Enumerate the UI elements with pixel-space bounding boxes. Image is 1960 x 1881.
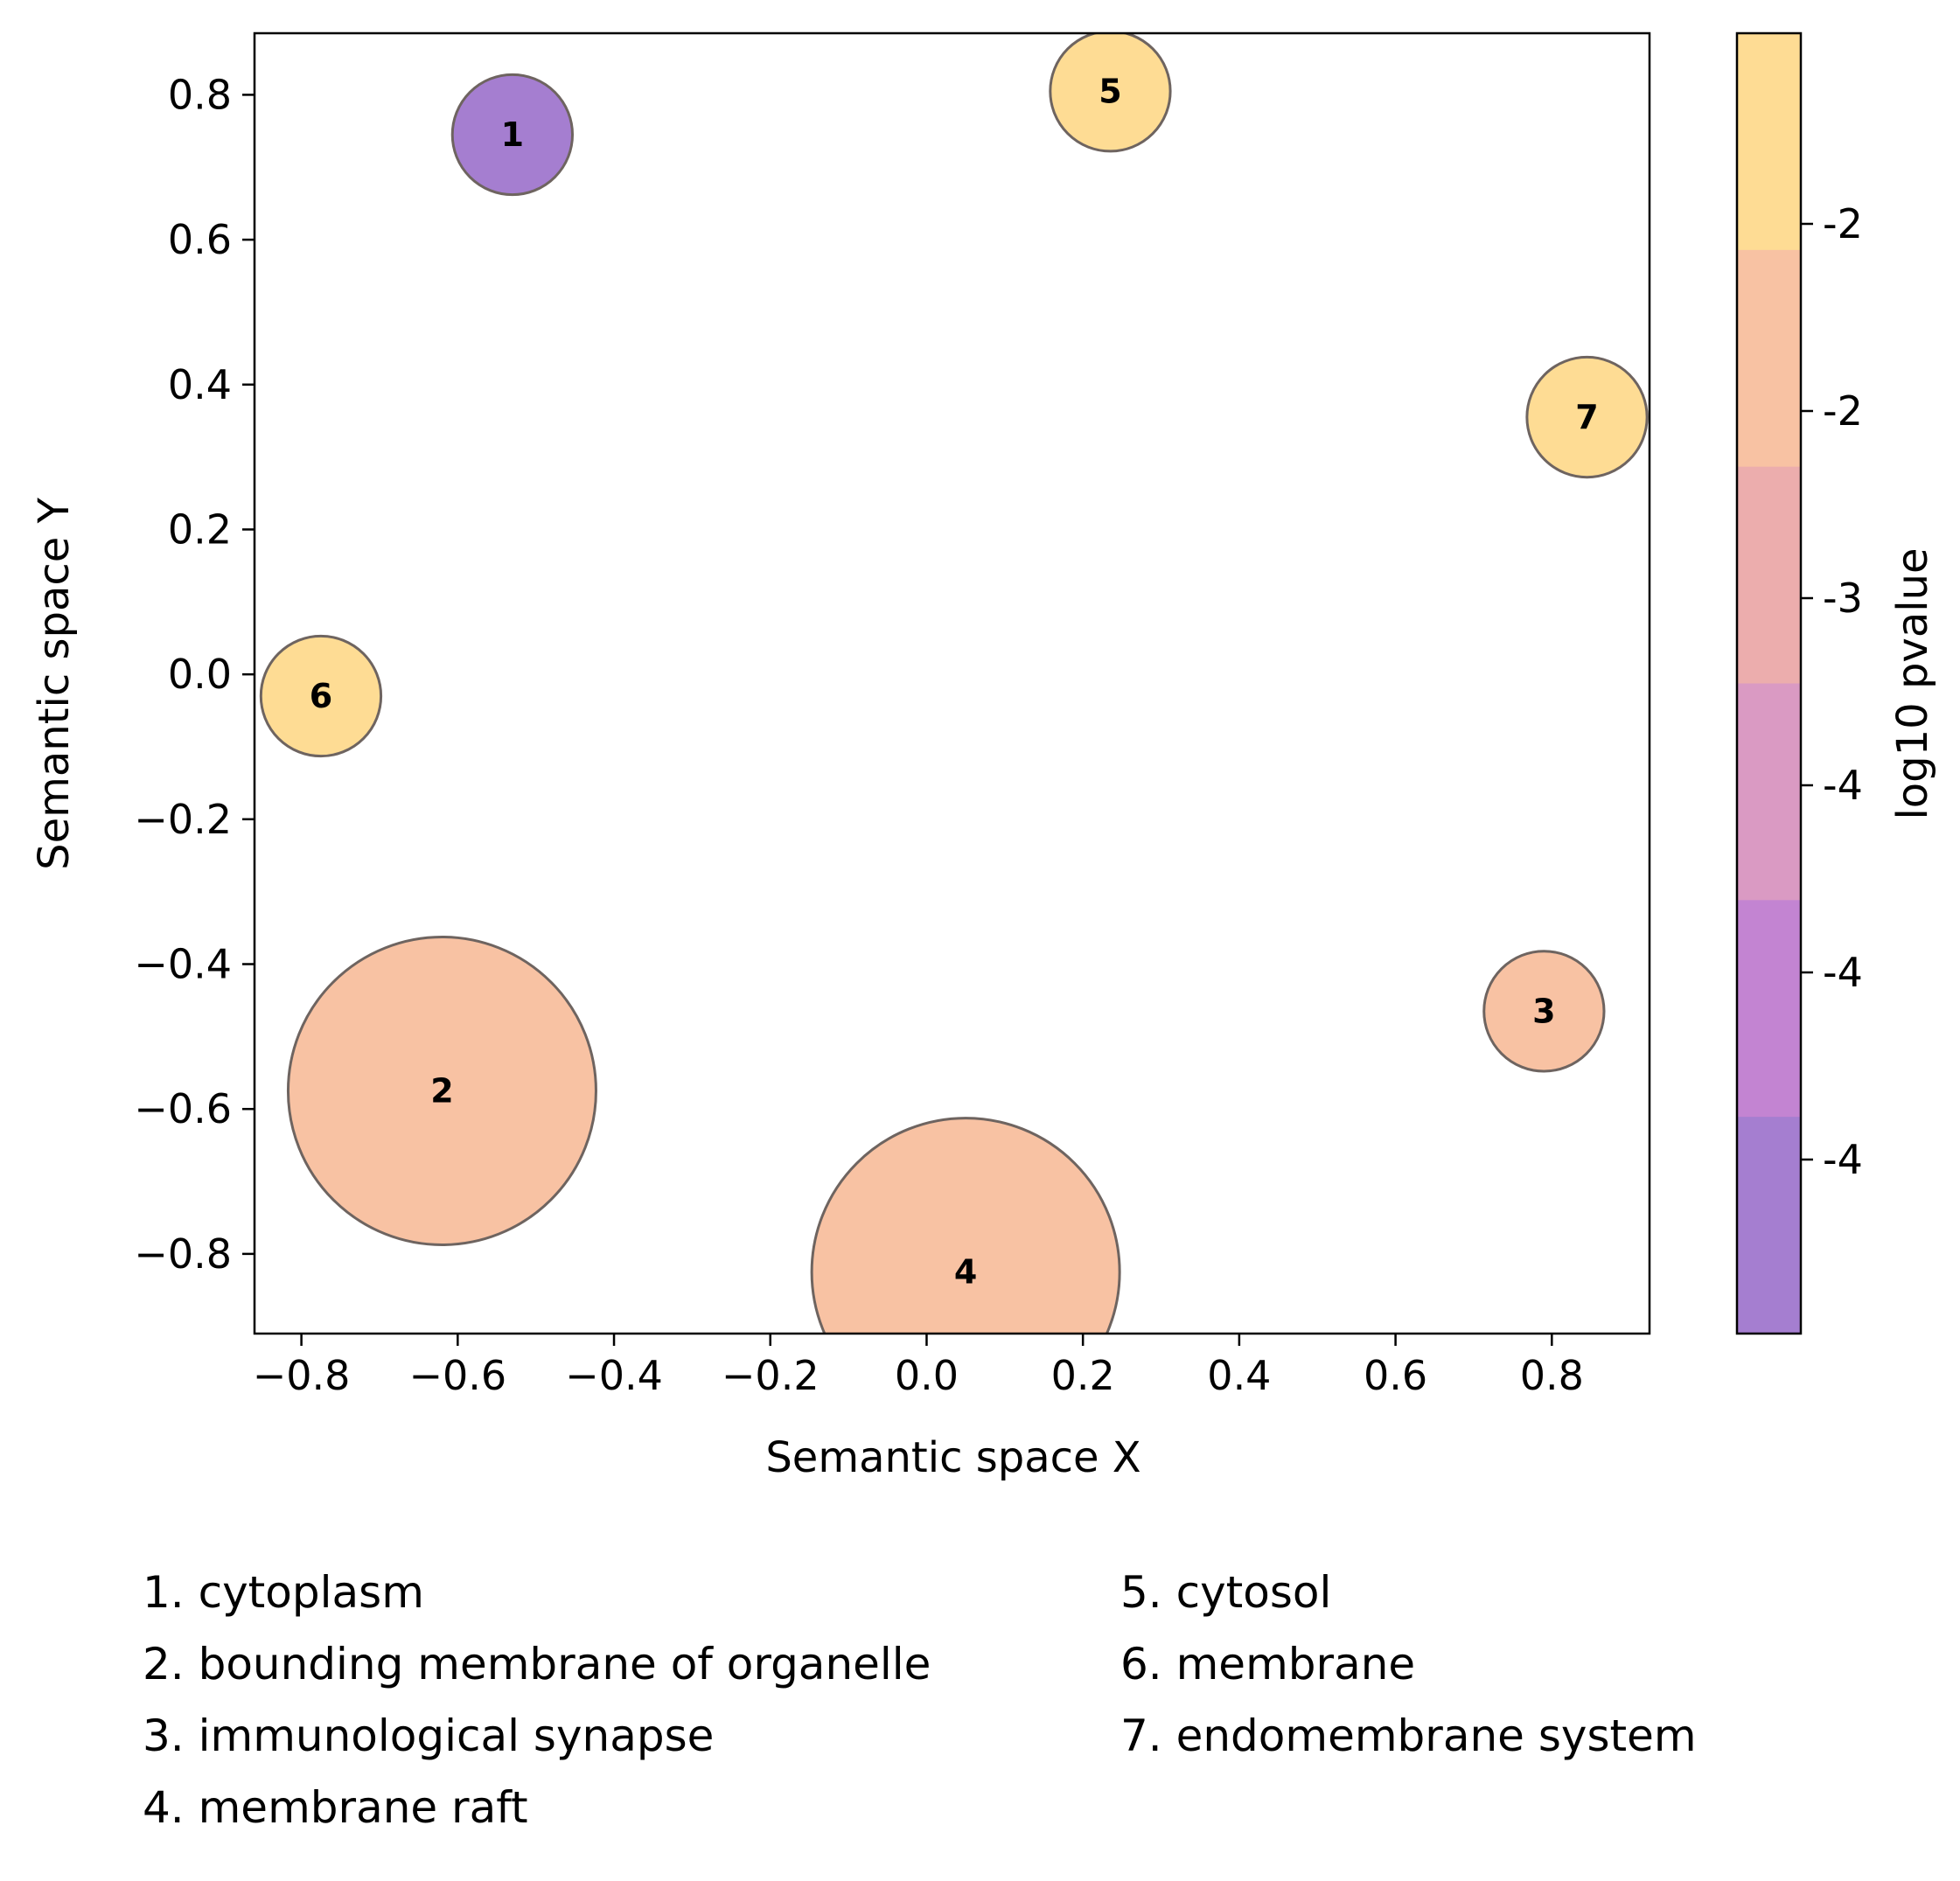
bubble-4 (810, 1117, 1121, 1334)
colorbar-band (1737, 1117, 1801, 1334)
y-tick-label: 0.0 (168, 651, 232, 698)
y-tick-label: 0.4 (168, 361, 232, 408)
bubble-2 (286, 935, 597, 1246)
y-tick-label: 0.8 (168, 71, 232, 118)
y-axis: 0.8 0.6 0.4 0.2 0.0 −0.2 −0.4 −0.6 −0.8 (134, 71, 255, 1278)
x-tick-label: −0.8 (253, 1352, 351, 1399)
y-tick-label: −0.6 (134, 1085, 232, 1132)
legend: 1. cytoplasm 2. bounding membrane of orga… (143, 1567, 1697, 1833)
x-tick-label: 0.2 (1051, 1352, 1115, 1399)
colorbar-tick-label: -4 (1823, 762, 1863, 809)
colorbar-title: log10 pvalue (1888, 547, 1937, 819)
x-tick-label: 0.4 (1207, 1352, 1271, 1399)
colorbar-tick-label: -2 (1823, 387, 1863, 435)
colorbar: -2 -2 -3 -4 -4 -4 (1735, 31, 1863, 1335)
x-tick-label: 0.0 (895, 1352, 959, 1399)
colorbar-tick-label: -3 (1823, 575, 1863, 622)
bubble-label-2: 2 (430, 1071, 453, 1110)
legend-entry: 6. membrane (1120, 1639, 1415, 1689)
colorbar-band (1737, 900, 1801, 1118)
colorbar-tick-label: -4 (1823, 1136, 1863, 1183)
x-tick-label: 0.6 (1364, 1352, 1427, 1399)
bubble-5 (1049, 33, 1172, 153)
bubble-label-4: 4 (954, 1253, 977, 1292)
y-tick-label: 0.6 (168, 216, 232, 263)
colorbar-tick-label: -4 (1823, 949, 1863, 996)
legend-entry: 5. cytosol (1120, 1567, 1331, 1618)
bubble-label-3: 3 (1532, 992, 1555, 1030)
legend-entry: 2. bounding membrane of organelle (143, 1639, 931, 1689)
y-tick-label: −0.4 (134, 941, 232, 988)
x-tick-label: 0.8 (1520, 1352, 1584, 1399)
bubble-layer (259, 33, 1649, 1334)
y-tick-label: 0.2 (168, 505, 232, 553)
colorbar-band (1737, 33, 1801, 251)
x-tick-label: −0.2 (722, 1352, 820, 1399)
bubble-label-layer: 1 2 3 4 5 6 7 (310, 72, 1599, 1291)
bubble-7 (1525, 355, 1649, 479)
legend-entry: 3. immunological synapse (143, 1710, 714, 1761)
legend-entry: 4. membrane raft (143, 1782, 528, 1833)
bubble-label-5: 5 (1099, 72, 1121, 110)
colorbar-band (1737, 466, 1801, 684)
colorbar-band (1737, 249, 1801, 468)
bubble-1 (450, 73, 575, 197)
legend-entry: 7. endomembrane system (1120, 1710, 1697, 1761)
y-axis-title: Semantic space Y (30, 497, 79, 869)
colorbar-frame (1735, 31, 1803, 1335)
bubble-label-7: 7 (1575, 398, 1598, 436)
plot-area-frame (253, 31, 1651, 1335)
x-tick-label: −0.4 (565, 1352, 663, 1399)
colorbar-band (1737, 683, 1801, 901)
y-tick-label: −0.8 (134, 1230, 232, 1278)
bubble-6 (259, 634, 383, 758)
legend-entry: 1. cytoplasm (143, 1567, 424, 1618)
bubble-3 (1482, 950, 1606, 1073)
bubble-label-1: 1 (501, 115, 524, 154)
x-axis-title: Semantic space X (765, 1433, 1140, 1482)
x-tick-label: −0.6 (408, 1352, 506, 1399)
bubble-label-6: 6 (310, 677, 332, 715)
y-tick-label: −0.2 (134, 796, 232, 843)
x-axis: −0.8 −0.6 −0.4 −0.2 0.0 0.2 0.4 0.6 0.8 (253, 1334, 1584, 1399)
colorbar-tick-label: -2 (1823, 200, 1863, 247)
